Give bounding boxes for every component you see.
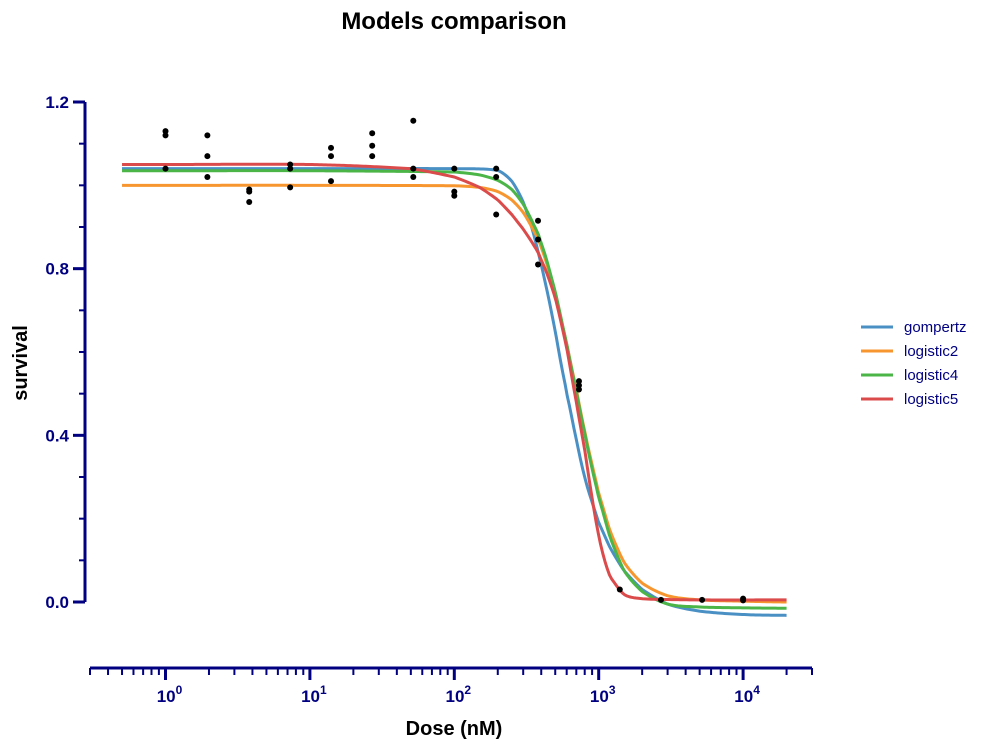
x-axis: 100 101 102 103 104: [89, 666, 813, 706]
data-point: [204, 153, 211, 160]
data-point: [328, 178, 335, 185]
data-point: [287, 184, 294, 191]
data-point: [535, 236, 542, 243]
model-curves: [122, 162, 787, 617]
data-point: [328, 153, 335, 160]
legend-label-gompertz: gompertz: [904, 319, 967, 336]
chart-title: Models comparison: [341, 8, 566, 35]
data-point: [657, 596, 664, 603]
data-point: [369, 142, 376, 149]
x-tick-label: 102: [445, 683, 471, 706]
data-point: [162, 165, 169, 172]
data-point: [451, 188, 458, 195]
data-point: [246, 199, 253, 205]
y-tick-label: 0.4: [45, 426, 69, 445]
data-point: [740, 597, 747, 604]
data-point: [204, 174, 211, 180]
x-tick-label: 104: [734, 683, 760, 706]
data-point: [204, 132, 211, 139]
data-point: [410, 174, 417, 180]
data-point: [493, 174, 500, 180]
data-point: [369, 130, 376, 137]
legend-label-logistic5: logistic5: [904, 391, 958, 408]
x-tick-label: 101: [301, 683, 327, 706]
data-points: [162, 117, 747, 604]
curve-logistic5: [122, 162, 787, 602]
data-point: [575, 386, 582, 393]
data-point: [493, 211, 500, 218]
data-point: [328, 144, 335, 151]
data-point: [162, 132, 169, 139]
y-tick-label: 0.8: [45, 260, 69, 279]
data-point: [246, 188, 253, 195]
data-point: [369, 153, 376, 160]
data-point: [451, 165, 458, 172]
data-point: [410, 117, 417, 124]
data-point: [162, 128, 169, 135]
data-point: [410, 165, 417, 172]
y-axis: 0.0 0.4 0.8 1.2: [45, 93, 87, 612]
data-point: [451, 192, 458, 199]
curve-gompertz: [122, 167, 787, 617]
curve-logistic2: [122, 183, 787, 604]
legend-label-logistic4: logistic4: [904, 367, 958, 384]
data-point: [535, 217, 542, 224]
data-point: [699, 596, 706, 603]
curve-logistic4: [122, 169, 787, 610]
data-point: [287, 165, 294, 172]
data-point: [493, 165, 500, 172]
x-tick-label: 103: [590, 683, 616, 706]
x-tick-label: 100: [157, 683, 183, 706]
data-point: [575, 378, 582, 385]
y-tick-label: 0.0: [45, 593, 69, 612]
y-tick-label: 1.2: [45, 93, 69, 112]
y-axis-label: survival: [10, 325, 32, 401]
data-point: [535, 261, 542, 268]
data-point: [575, 382, 582, 389]
legend-label-logistic2: logistic2: [904, 343, 958, 360]
data-point: [287, 161, 294, 168]
x-axis-label: Dose (nM): [406, 718, 503, 740]
data-point: [616, 586, 623, 593]
legend: gompertz logistic2 logistic4 logistic5: [861, 319, 967, 408]
